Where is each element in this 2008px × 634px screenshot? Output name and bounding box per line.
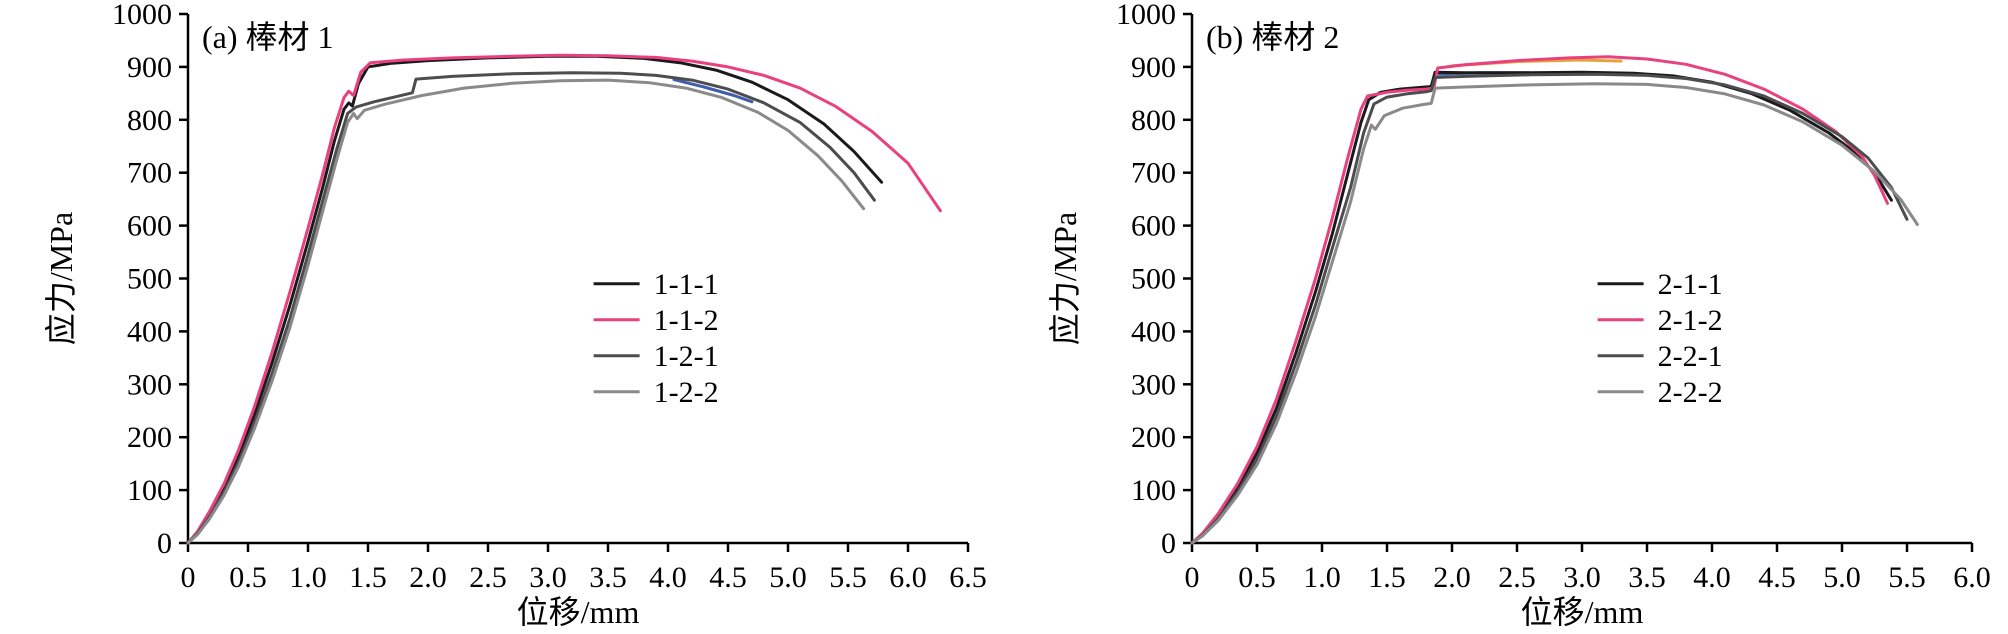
y-tick-label: 200 [1131, 421, 1176, 454]
x-tick-label: 4.0 [1693, 561, 1731, 594]
x-tick-label: 2.0 [1433, 561, 1471, 594]
x-tick-label: 3.5 [589, 561, 627, 594]
y-tick-label: 800 [1131, 104, 1176, 137]
y-tick-label: 900 [127, 51, 172, 84]
legend-label-2-2-1: 2-2-1 [1658, 340, 1723, 373]
y-tick-label: 500 [1131, 263, 1176, 296]
y-tick-label: 1000 [1116, 0, 1176, 31]
y-tick-label: 1000 [112, 0, 172, 31]
y-axis-title: 应力/MPa [1047, 212, 1083, 345]
y-tick-label: 300 [127, 368, 172, 401]
legend-label-2-1-2: 2-1-2 [1658, 304, 1723, 337]
x-axis-title: 位移/mm [517, 594, 640, 629]
y-tick-label: 800 [127, 104, 172, 137]
y-tick-label: 400 [1131, 315, 1176, 348]
y-tick-label: 0 [157, 527, 172, 560]
legend-label-1-2-2: 1-2-2 [654, 376, 719, 409]
series-curve-1-1-1 [186, 54, 884, 545]
axes [1190, 14, 1972, 545]
underlay-segment-0 [672, 78, 754, 104]
y-tick-label: 700 [1131, 157, 1176, 190]
chart-panel-a: 0 0.5 1.0 1.5 2.0 2.5 3.0 3.5 4.0 4.5 5.0 5.5 6.0 6.5… [0, 0, 1004, 630]
x-tick-label: 4.0 [649, 561, 687, 594]
y-tick-label: 300 [1131, 368, 1176, 401]
x-tick-label: 3.5 [1628, 561, 1666, 594]
x-axis-title: 位移/mm [1521, 594, 1644, 629]
x-tick-label: 5.5 [1888, 561, 1926, 594]
chart-b-canvas: 0 0.5 1.0 1.5 2.0 2.5 3.0 3.5 4.0 4.5 5.0 5.5 6.0 0 10… [1047, 0, 1991, 630]
y-axis-title: 应力/MPa [43, 212, 79, 345]
legend-label-1-1-2: 1-1-2 [654, 304, 719, 337]
x-tick-label: 3.0 [1563, 561, 1601, 594]
panel-label: (a) 棒材 1 [202, 19, 334, 55]
legend-label-1-1-1: 1-1-1 [654, 268, 719, 301]
x-tick-label: 5.5 [829, 561, 867, 594]
x-tick-label: 0.5 [1238, 561, 1276, 594]
x-tick-label: 1.5 [349, 561, 387, 594]
x-tick-label: 6.5 [949, 561, 987, 594]
y-tick-label: 900 [1131, 51, 1176, 84]
chart-a-canvas: 0 0.5 1.0 1.5 2.0 2.5 3.0 3.5 4.0 4.5 5.0 5.5 6.0 6.5… [43, 0, 987, 630]
y-tick-label: 500 [127, 263, 172, 296]
x-tick-label: 5.0 [1823, 561, 1861, 594]
y-tick-label: 100 [127, 474, 172, 507]
x-tick-label: 0.5 [229, 561, 267, 594]
panel-label: (b) 棒材 2 [1206, 19, 1339, 55]
y-tick-label: 600 [1131, 210, 1176, 243]
legend-label-2-2-2: 2-2-2 [1658, 376, 1723, 409]
series-curve-2-2-2 [1190, 82, 1919, 545]
x-tick-label: 2.0 [409, 561, 447, 594]
x-tick-label: 2.5 [469, 561, 507, 594]
x-tick-label: 5.0 [769, 561, 807, 594]
y-tick-label: 400 [127, 315, 172, 348]
series-curve-2-2-1 [1190, 72, 1909, 545]
x-tick-label: 6.0 [889, 561, 927, 594]
x-tick-label: 4.5 [709, 561, 747, 594]
y-tick-label: 200 [127, 421, 172, 454]
series-curve-1-2-1 [186, 71, 876, 545]
series-curve-2-1-1 [1190, 70, 1893, 545]
y-tick-label: 100 [1131, 474, 1176, 507]
x-tick-label: 1.5 [1368, 561, 1406, 594]
legend-label-1-2-1: 1-2-1 [654, 340, 719, 373]
y-tick-label: 600 [127, 210, 172, 243]
x-tick-label: 4.5 [1758, 561, 1796, 594]
series-curve-2-1-2 [1190, 55, 1889, 545]
x-tick-label: 1.0 [1303, 561, 1341, 594]
x-tick-label: 2.5 [1498, 561, 1536, 594]
x-tick-label: 0 [181, 561, 196, 594]
series-curve-1-2-2 [186, 78, 866, 545]
y-tick-label: 700 [127, 157, 172, 190]
x-tick-label: 3.0 [529, 561, 567, 594]
x-tick-label: 1.0 [289, 561, 327, 594]
y-tick-label: 0 [1161, 527, 1176, 560]
x-tick-label: 0 [1185, 561, 1200, 594]
chart-panel-b: 0 0.5 1.0 1.5 2.0 2.5 3.0 3.5 4.0 4.5 5.0 5.5 6.0 0 10… [1004, 0, 2008, 630]
x-tick-label: 6.0 [1953, 561, 1991, 594]
series-curve-1-1-2 [186, 53, 942, 545]
legend-label-2-1-1: 2-1-1 [1658, 268, 1723, 301]
